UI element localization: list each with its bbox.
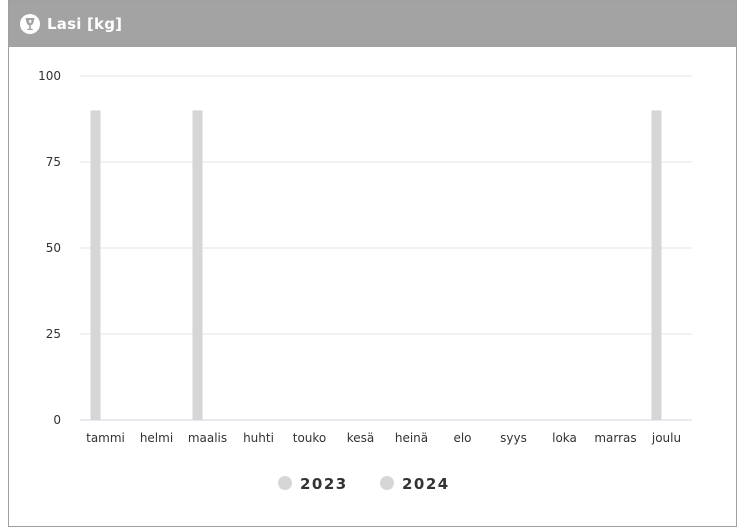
- x-tick-label: touko: [293, 431, 327, 445]
- legend-label: 2023: [300, 475, 348, 493]
- y-tick-label: 50: [46, 241, 61, 255]
- x-tick-label: syys: [500, 431, 527, 445]
- legend-marker: [380, 476, 394, 490]
- legend-label: 2024: [402, 475, 450, 493]
- wine-glass-icon: [20, 14, 40, 34]
- x-tick-label: tammi: [86, 431, 125, 445]
- bar-2023-tammi: [90, 110, 101, 421]
- y-tick-label: 100: [38, 69, 61, 83]
- bar-chart: 0 25 50 75 100 tammi helmi maalis huhti touko kesä…: [38, 69, 692, 493]
- x-tick-label: loka: [552, 431, 577, 445]
- x-tick-label: elo: [453, 431, 471, 445]
- y-tick-label: 75: [46, 155, 61, 169]
- chart-area: 0 25 50 75 100 tammi helmi maalis huhti touko kesä…: [9, 47, 736, 527]
- chart-card: Lasi [kg] 0 25 50 75 100 tammi helmi maalis huht…: [8, 0, 737, 527]
- x-tick-label: maalis: [188, 431, 227, 445]
- bar-2023-joulu: [651, 110, 662, 421]
- y-tick-label: 0: [53, 413, 61, 427]
- y-tick-label: 25: [46, 327, 61, 341]
- bar-2023-maalis: [192, 110, 203, 421]
- x-tick-label: heinä: [395, 431, 428, 445]
- legend-marker: [278, 476, 292, 490]
- x-tick-label: helmi: [140, 431, 173, 445]
- x-tick-label: joulu: [651, 431, 681, 445]
- chart-title: Lasi [kg]: [47, 15, 123, 33]
- x-tick-label: marras: [594, 431, 636, 445]
- x-tick-label: huhti: [243, 431, 274, 445]
- card-header: Lasi [kg]: [9, 1, 736, 47]
- x-tick-label: kesä: [347, 431, 375, 445]
